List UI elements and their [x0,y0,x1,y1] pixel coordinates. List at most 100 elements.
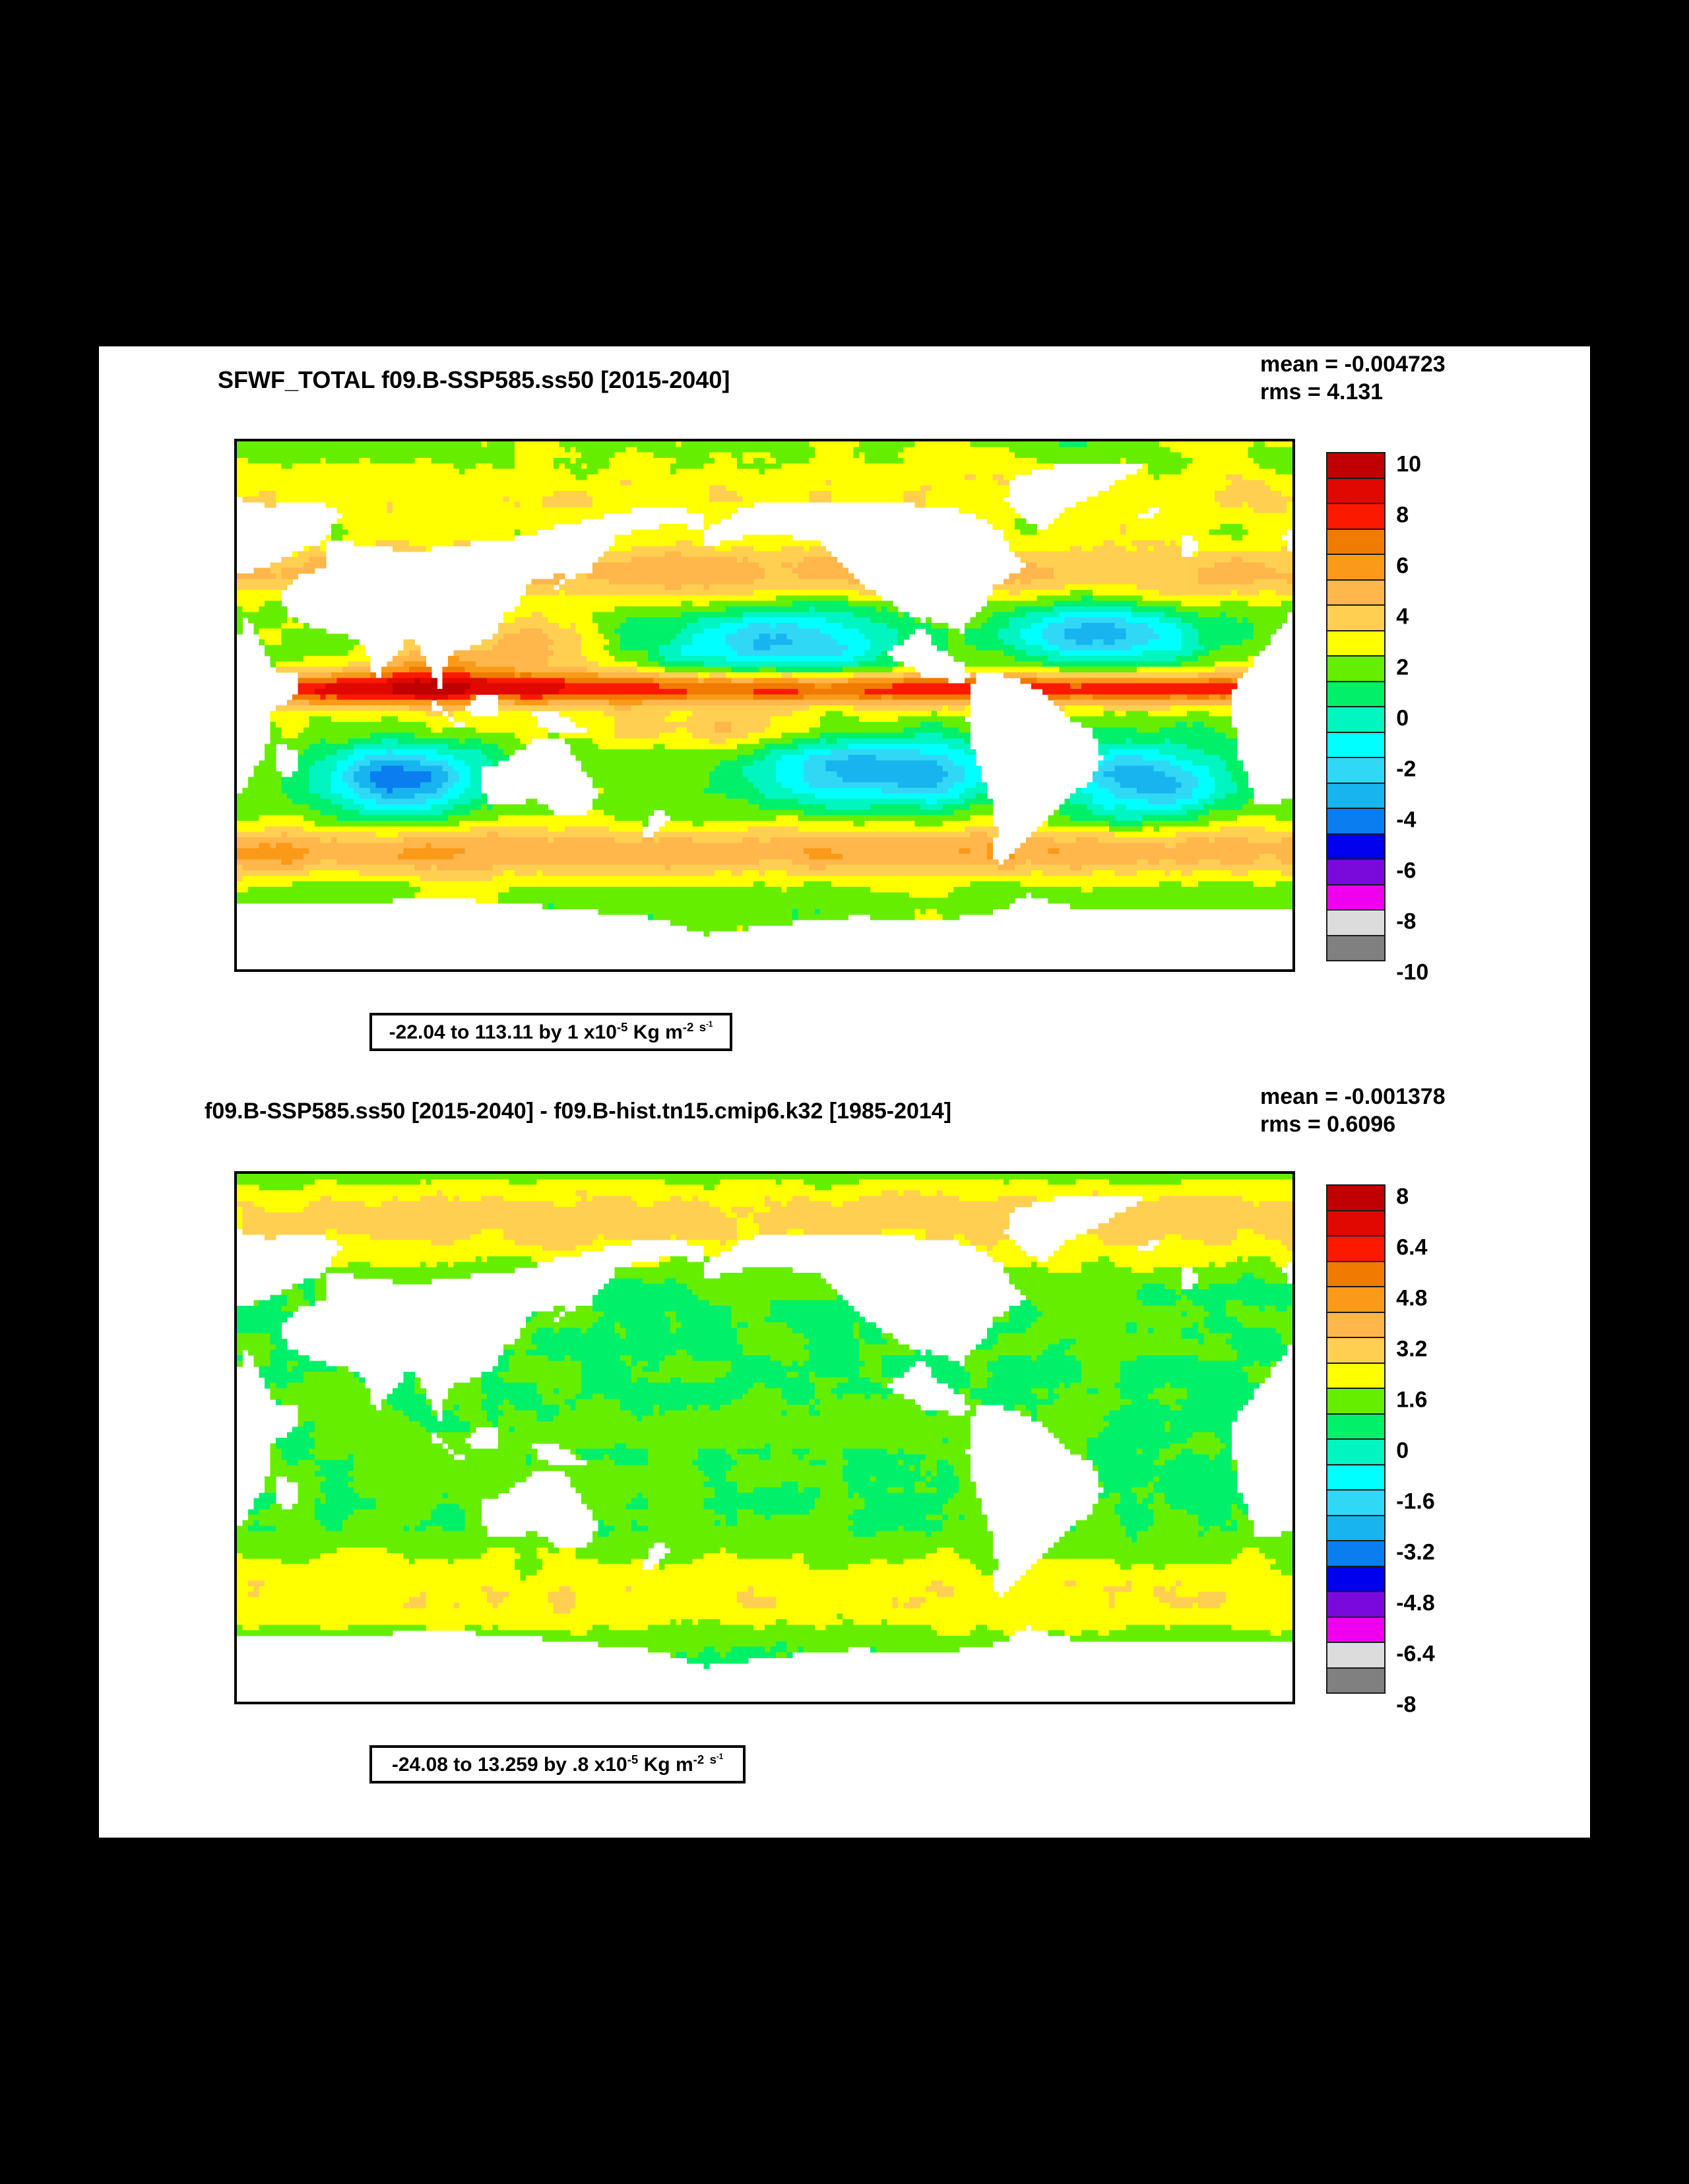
x-axis-tick [1203,1702,1207,1704]
x-axis-minor-tick [1056,1171,1059,1174]
colorbar-swatch [1326,1667,1386,1694]
colorbar-swatch [1326,503,1386,530]
x-axis-minor-tick [617,1171,620,1174]
x-axis-minor-tick [294,1702,297,1704]
x-axis-minor-tick [1174,1702,1176,1704]
map-field [237,1174,1292,1702]
x-axis-minor-tick [910,1702,912,1704]
colorbar-swatch [1326,1209,1386,1237]
colorbar-label: 0 [1396,1438,1409,1464]
colorbar-swatch [1326,833,1386,860]
y-axis-tick [234,1436,237,1440]
x-axis-minor-tick [646,1171,649,1174]
colorbar-label: 0 [1396,706,1409,732]
x-axis-tick [323,1171,327,1174]
x-axis-tick [412,1702,415,1704]
x-axis-minor-tick [792,1171,795,1174]
x-axis-minor-tick [265,1171,267,1174]
x-axis-tick [587,1702,590,1704]
y-axis-minor-tick [1292,1231,1295,1234]
y-axis-minor-tick [1292,1378,1295,1380]
colorbar-label: 1.6 [1396,1388,1427,1413]
colorbar-swatch [1326,706,1386,733]
x-axis-tick [587,1171,590,1174]
colorbar-swatch [1326,1235,1386,1262]
caption-text: -22.04 to 113.11 by 1 x10-5 Kg m-2 s-1 [389,1020,713,1044]
colorbar-bottom[interactable]: 8 6.4 4.8 3.2 1.6 0 -1.6 -3.2 -4.8 -6.4 -8 [1326,1184,1435,1718]
colorbar-swatch [1326,883,1386,911]
x-axis-tick [1115,1171,1118,1174]
y-axis-minor-tick [234,1319,237,1322]
colorbar-swatch [1326,782,1386,809]
y-axis-tick [234,1260,237,1264]
y-axis-minor-tick [1292,1554,1295,1557]
x-axis-minor-tick [382,1171,385,1174]
colorbar-swatch [1326,1565,1386,1592]
colorbar-label: 3.2 [1396,1337,1427,1363]
caption-box-top: -22.04 to 113.11 by 1 x10-5 Kg m-2 s-1 [369,1013,732,1051]
x-axis-minor-tick [1145,1171,1147,1174]
map-field [237,441,1292,969]
x-axis-tick [1291,1171,1294,1174]
colorbar-label: -1.6 [1396,1489,1435,1515]
caption-text: -24.08 to 13.259 by .8 x10-5 Kg m-2 s-1 [392,1752,723,1776]
colorbar-swatch [1326,604,1386,631]
colorbar-label: 6.4 [1396,1235,1427,1261]
plot-top: SFWF_TOTAL f09.B-SSP585.ss50 [2015-2040]… [99,346,1590,1838]
x-axis-minor-tick [734,1702,737,1704]
x-axis-tick [940,1702,943,1704]
x-axis-tick [323,1702,327,1704]
y-axis-minor-tick [234,1495,237,1498]
x-axis-minor-tick [881,1171,883,1174]
colorbar-label: 8 [1396,1184,1409,1210]
x-axis-tick [763,1702,767,1704]
colorbar-swatch [1326,1591,1386,1618]
map-canvas-bottom[interactable]: 90N60N30N030S60S90S30E60E90E120E150E1801… [234,1171,1295,1704]
y-axis-minor-tick [234,1202,237,1204]
colorbar-label: -6.4 [1396,1642,1435,1667]
x-axis-minor-tick [353,1702,356,1704]
caption-box-bottom: -24.08 to 13.259 by .8 x10-5 Kg m-2 s-1 [369,1745,746,1783]
y-axis-tick [1292,1613,1295,1616]
x-axis-minor-tick [528,1171,531,1174]
x-axis-minor-tick [617,1702,620,1704]
colorbar-label: -4.8 [1396,1591,1435,1617]
map-canvas-top[interactable]: 90N60N30N030S60S90S30E60E90E120E150E1801… [234,439,1295,972]
colorbar-label: 10 [1396,452,1421,478]
figure-panel: SFWF_TOTAL f09.B-SSP585.ss50 [2015-2040]… [99,346,1590,1838]
x-axis-minor-tick [1056,1702,1059,1704]
x-axis-tick [499,1171,503,1174]
stat-mean-bottom: mean = -0.001378 [1260,1084,1446,1110]
y-axis-minor-tick [234,1378,237,1380]
x-axis-minor-tick [470,1702,473,1704]
stat-rms-top: rms = 4.131 [1260,379,1383,405]
colorbar-swatch [1326,1514,1386,1541]
colorbar-swatch [1326,1337,1386,1364]
colorbar-label: -8 [1396,1692,1416,1718]
colorbar-swatch [1326,1362,1386,1389]
colorbar-label: -10 [1396,960,1428,986]
y-axis-tick [1292,1172,1295,1176]
x-axis-minor-tick [881,1702,883,1704]
colorbar-swatch [1326,1463,1386,1491]
y-axis-minor-tick [234,1583,237,1586]
x-axis-minor-tick [528,1702,531,1704]
x-axis-tick [676,1702,679,1704]
colorbar-label: 2 [1396,655,1409,681]
y-axis-minor-tick [1292,1642,1295,1644]
x-axis-minor-tick [1232,1702,1235,1704]
colorbar-label: 6 [1396,554,1409,579]
x-axis-tick [236,1171,239,1174]
x-axis-minor-tick [822,1702,825,1704]
colorbar-label: 4 [1396,604,1409,630]
x-axis-minor-tick [558,1171,561,1174]
y-axis-tick [1292,1700,1295,1704]
x-axis-minor-tick [1232,1171,1235,1174]
x-axis-minor-tick [294,1171,297,1174]
x-axis-tick [1115,1702,1118,1704]
x-axis-minor-tick [1145,1702,1147,1704]
colorbar-top[interactable]: 10 8 6 4 2 0 -2 -4 -6 -8 -10 [1326,452,1428,985]
y-axis-tick [234,1613,237,1616]
colorbar-swatch [1326,1642,1386,1669]
colorbar-label: -3.2 [1396,1540,1435,1566]
